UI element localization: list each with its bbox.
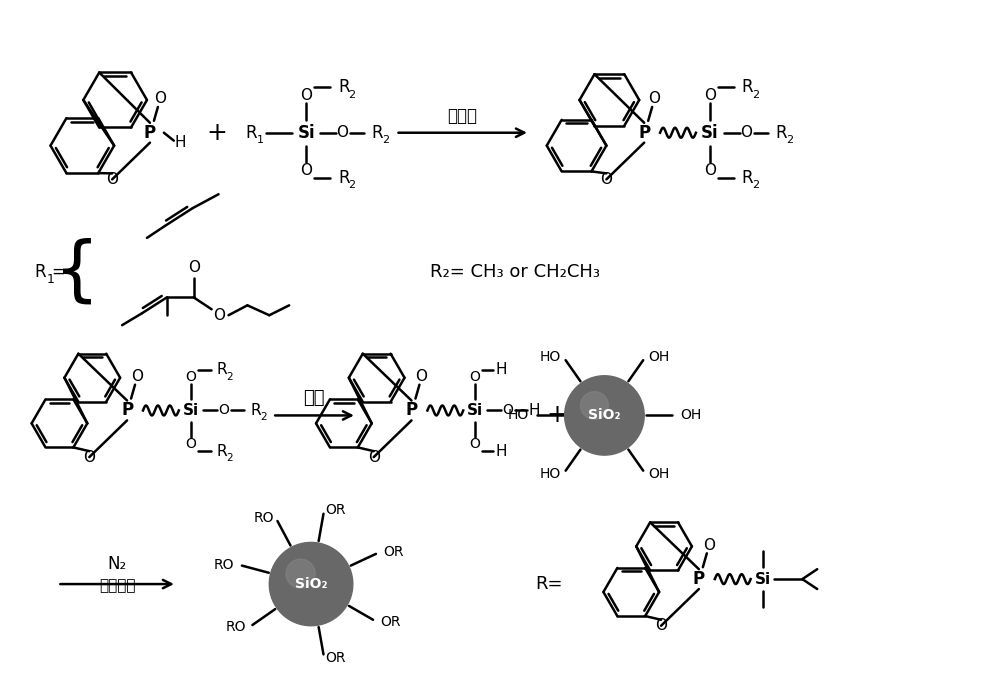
Text: R: R: [372, 124, 383, 142]
Text: R: R: [216, 362, 227, 377]
Text: O: O: [300, 163, 312, 178]
Text: P: P: [405, 401, 418, 419]
Text: OR: OR: [383, 545, 404, 559]
Text: +: +: [546, 404, 567, 428]
Text: R: R: [216, 444, 227, 459]
Text: 1: 1: [257, 135, 264, 144]
Text: O: O: [83, 450, 95, 464]
Text: O: O: [214, 307, 226, 323]
Text: OR: OR: [380, 615, 400, 629]
Text: R: R: [35, 263, 46, 281]
Text: O: O: [600, 172, 612, 187]
Text: R: R: [742, 78, 753, 96]
Text: 2: 2: [752, 180, 759, 190]
Text: O: O: [415, 369, 427, 384]
Text: P: P: [144, 124, 156, 142]
Text: P: P: [693, 570, 705, 588]
Text: HO: HO: [508, 408, 529, 422]
Text: Si: Si: [183, 403, 199, 418]
Text: N₂: N₂: [108, 556, 127, 574]
Text: 2: 2: [752, 90, 759, 100]
Text: HO: HO: [540, 467, 561, 481]
Text: O: O: [185, 370, 196, 384]
Text: O: O: [188, 260, 200, 275]
Text: 2: 2: [382, 135, 389, 144]
Text: O: O: [704, 163, 716, 178]
Text: O: O: [740, 125, 752, 140]
Text: R: R: [776, 124, 787, 142]
Text: RO: RO: [225, 621, 246, 634]
Text: R: R: [338, 169, 350, 187]
Circle shape: [565, 376, 644, 455]
Text: O: O: [703, 538, 715, 553]
Text: O: O: [655, 618, 667, 633]
Text: O: O: [154, 91, 166, 106]
Text: R: R: [742, 169, 753, 187]
Text: OH: OH: [648, 350, 669, 364]
Circle shape: [286, 559, 315, 588]
Text: O: O: [218, 404, 229, 417]
Text: O: O: [470, 370, 481, 384]
Text: OH: OH: [680, 408, 701, 422]
Text: H: H: [495, 362, 507, 377]
Text: 2: 2: [226, 372, 233, 381]
Text: 水解: 水解: [303, 388, 325, 406]
Text: O: O: [470, 437, 481, 451]
Text: H: H: [495, 444, 507, 459]
Text: P: P: [121, 401, 133, 419]
Text: RO: RO: [214, 558, 234, 571]
Text: SiO₂: SiO₂: [588, 408, 621, 422]
Text: 2: 2: [260, 413, 267, 422]
Text: RO: RO: [253, 511, 274, 524]
Circle shape: [269, 542, 353, 626]
Text: R=: R=: [535, 575, 562, 593]
Text: OR: OR: [325, 652, 345, 665]
Text: H: H: [528, 403, 540, 418]
Text: H: H: [174, 135, 186, 150]
Text: O: O: [648, 91, 660, 106]
Text: O: O: [185, 437, 196, 451]
Text: OH: OH: [648, 467, 669, 481]
Text: HO: HO: [540, 350, 561, 364]
Text: 2: 2: [348, 180, 355, 190]
Text: R: R: [246, 124, 257, 142]
Text: O: O: [503, 404, 513, 417]
Text: R₂= CH₃ or CH₂CH₃: R₂= CH₃ or CH₂CH₃: [430, 263, 600, 281]
Text: SiO₂: SiO₂: [295, 577, 327, 591]
Circle shape: [581, 392, 608, 419]
Text: Si: Si: [754, 571, 771, 587]
Text: O: O: [131, 369, 143, 384]
Text: R: R: [250, 403, 261, 418]
Text: 乙醇回流: 乙醇回流: [99, 578, 135, 594]
Text: 2: 2: [348, 90, 355, 100]
Text: 2: 2: [226, 453, 233, 463]
Text: OR: OR: [325, 503, 345, 517]
Text: Si: Si: [701, 124, 719, 142]
Text: O: O: [368, 450, 380, 464]
Text: O: O: [300, 88, 312, 102]
Text: O: O: [704, 88, 716, 102]
Text: 1: 1: [47, 273, 54, 286]
Text: 2: 2: [786, 135, 793, 144]
Text: O: O: [336, 125, 348, 140]
Text: =: =: [52, 263, 65, 281]
Text: +: +: [206, 121, 227, 144]
Text: R: R: [338, 78, 350, 96]
Text: O: O: [106, 172, 118, 187]
Text: {: {: [54, 237, 100, 306]
Text: P: P: [638, 124, 650, 142]
Text: Si: Si: [467, 403, 483, 418]
Text: 催化剂: 催化剂: [447, 107, 477, 125]
Text: Si: Si: [297, 124, 315, 142]
